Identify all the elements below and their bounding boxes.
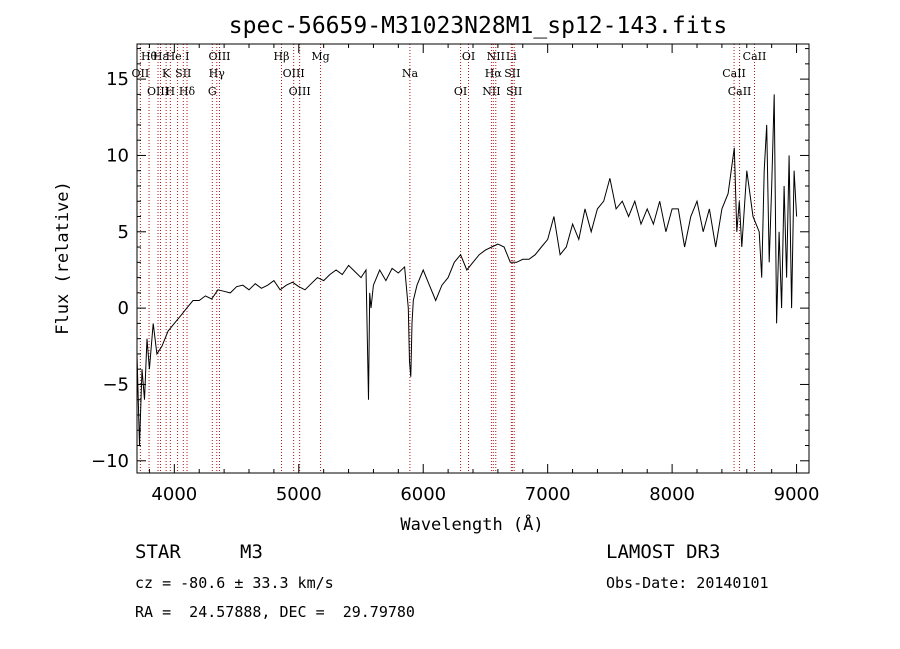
ra-dec: RA = 24.57888, DEC = 29.79780 [135, 603, 415, 621]
spectral-line-label: OI [454, 85, 467, 98]
chart-title: spec-56659-M31023N28M1_sp12-143.fits [229, 13, 728, 39]
y-axis-label: Flux (relative) [53, 181, 73, 335]
y-tick-label: 0 [118, 298, 129, 319]
spectral-line-label: Hα [485, 67, 503, 80]
spectral-line-label: He I [166, 50, 190, 63]
x-tick-label: 5000 [276, 484, 322, 505]
spectral-line-label: SII [506, 85, 522, 98]
x-tick-label: 8000 [649, 484, 695, 505]
observation-date: Obs-Date: 20140101 [606, 574, 769, 592]
y-tick-label: −10 [91, 451, 129, 472]
spectral-line-label: OIII [208, 50, 230, 63]
spectral-line-label: OI [462, 50, 475, 63]
spectral-line-label: Hβ [274, 50, 290, 63]
spectral-line-label: CaII [728, 85, 752, 98]
y-axis: −10 −5 0 5 10 15 [91, 48, 809, 472]
y-tick-label: −5 [102, 374, 129, 395]
spectral-line-label: Hθ [141, 50, 158, 63]
spectral-line-label: K [162, 67, 171, 80]
spectral-line-label: OIII [289, 85, 311, 98]
spectral-line-label: SII [504, 67, 520, 80]
spectral-line-label: OIII [283, 67, 305, 80]
x-axis: 4000 5000 6000 7000 8000 9000 [148, 44, 820, 505]
spectral-line-label: OIII [147, 85, 169, 98]
plot-frame [136, 43, 810, 474]
spectral-line-label: CaII [722, 67, 746, 80]
spectral-line-label: Na [402, 67, 419, 80]
x-axis-label: Wavelength (Å) [400, 513, 543, 535]
spectral-line-labels: Hθ OII OIII Hε KH He I SII Hδ OIII Hγ G Hβ OIII OIII M… [132, 50, 767, 98]
x-tick-label: 7000 [525, 484, 571, 505]
spectral-line-label: Hδ [179, 85, 196, 98]
y-tick-label: 15 [106, 69, 129, 90]
x-tick-label: 9000 [774, 484, 820, 505]
object-subclass: M3 [240, 541, 263, 563]
spectral-line-label: Hγ [209, 67, 226, 80]
spectral-line-label: Mg [311, 50, 329, 63]
spectral-line-label: SII [175, 67, 191, 80]
spectral-line-markers [139, 44, 755, 473]
spectral-line-label: H [166, 85, 176, 98]
x-tick-label: 4000 [151, 484, 197, 505]
spectrum-line [136, 94, 798, 446]
spectral-line-label: G [208, 85, 217, 98]
spectral-line-label: CaII [743, 50, 767, 63]
spectral-line-label: NII [487, 50, 505, 63]
survey-name: LAMOST DR3 [606, 541, 721, 563]
spectrum-chart: spec-56659-M31023N28M1_sp12-143.fits Hθ O… [53, 13, 820, 535]
spectrum-series [136, 94, 798, 446]
redshift-cz: cz = -80.6 ± 33.3 km/s [135, 574, 334, 592]
object-class: STAR [135, 541, 181, 563]
spectral-line-label: Li [506, 50, 517, 63]
y-tick-label: 10 [106, 145, 129, 166]
spectral-line-label: OII [132, 67, 150, 80]
y-tick-label: 5 [118, 222, 129, 243]
x-tick-label: 6000 [400, 484, 446, 505]
spectral-line-label: Hε [153, 50, 169, 63]
spectral-line-label: NII [482, 85, 500, 98]
